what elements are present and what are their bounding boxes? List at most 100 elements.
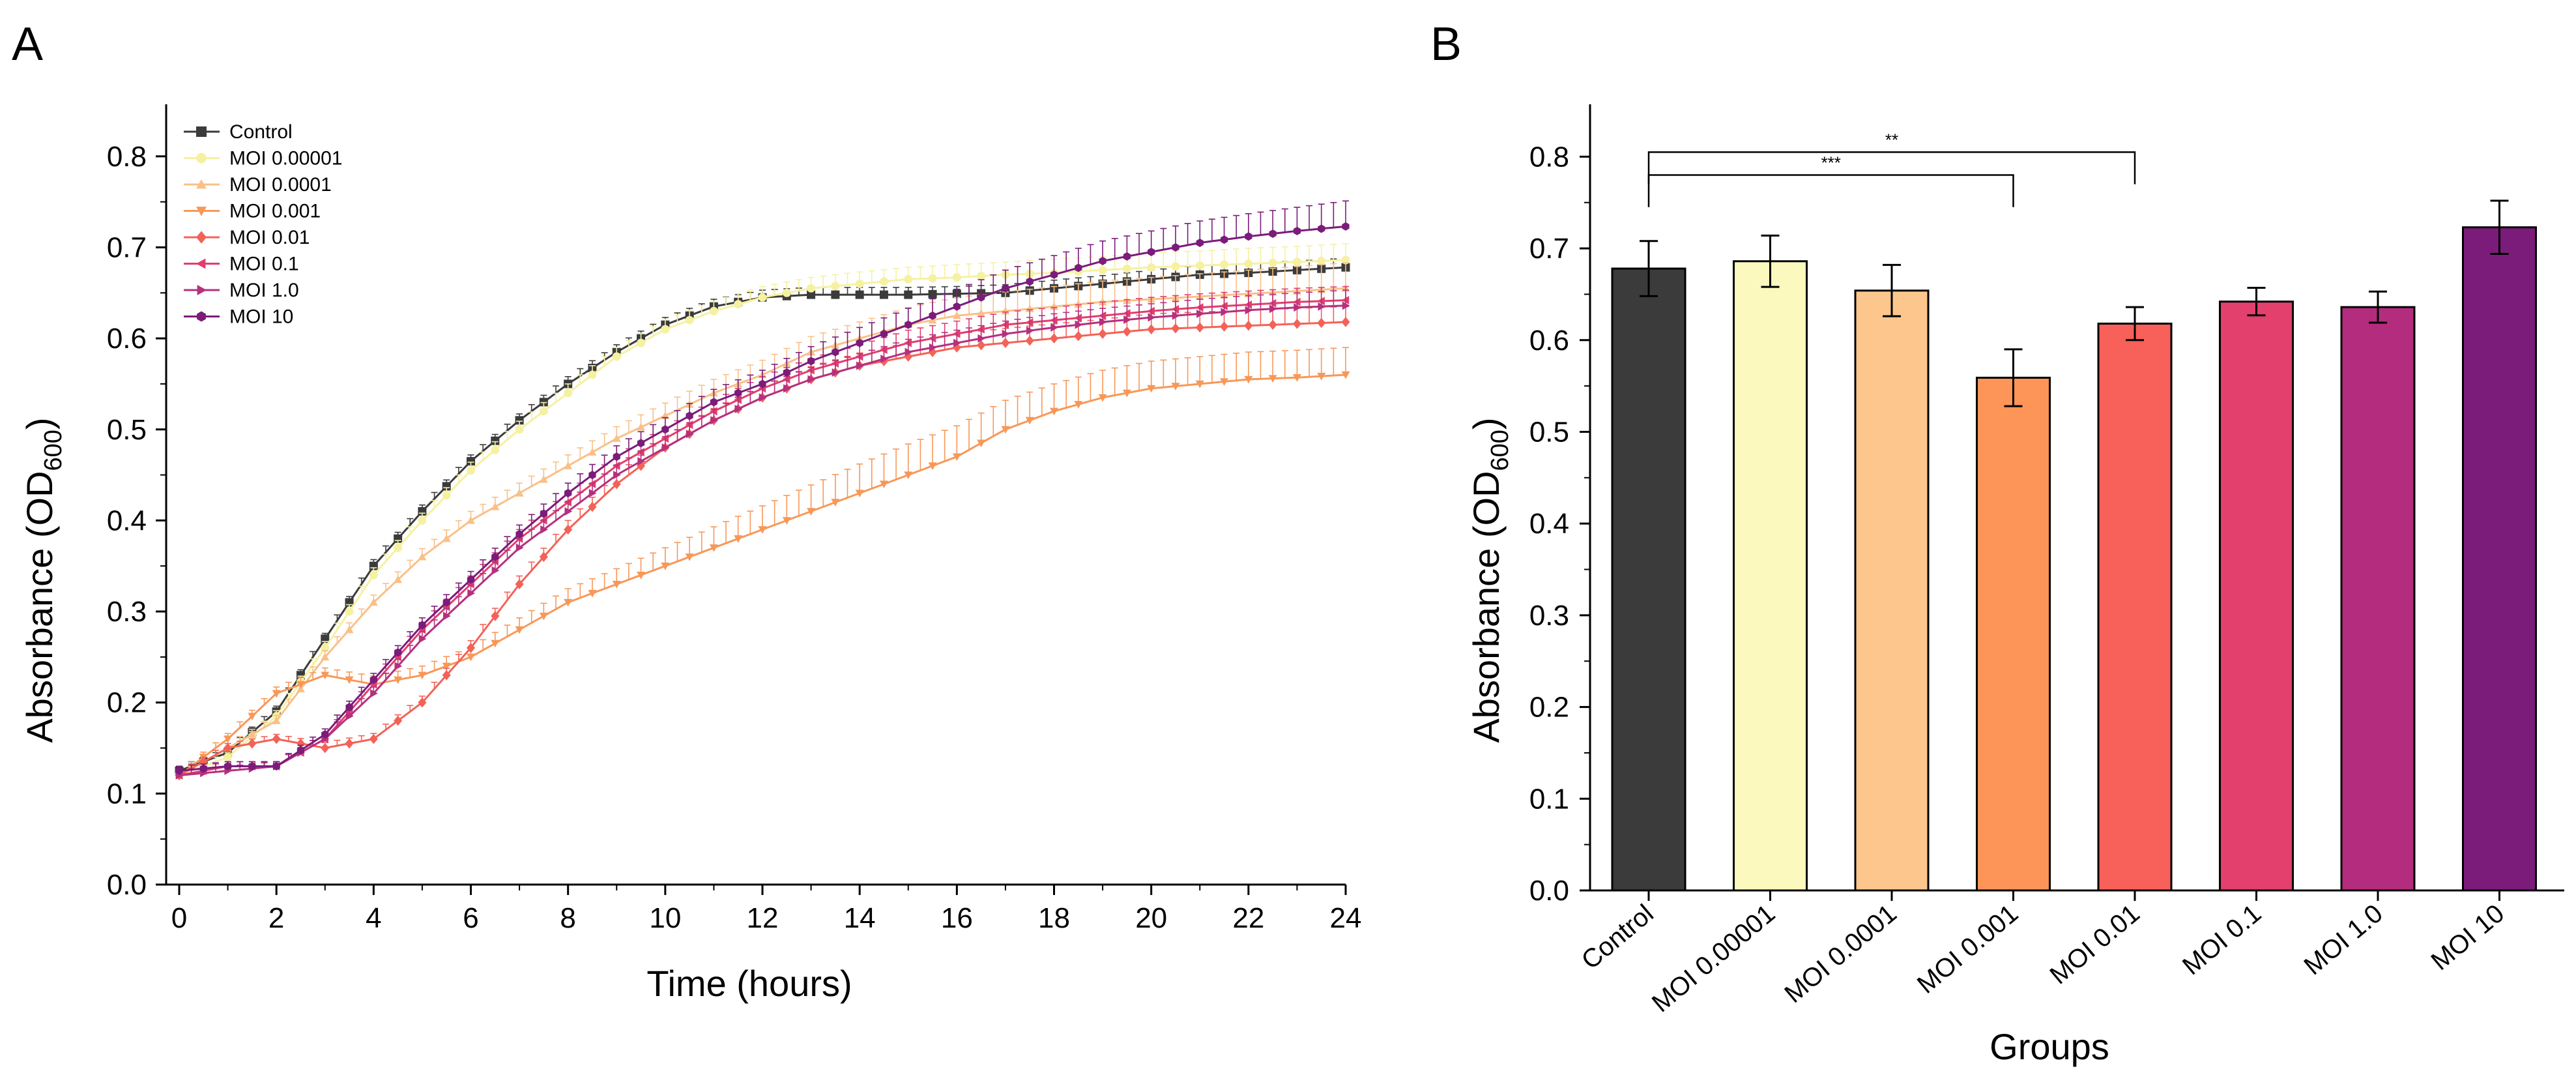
data-point xyxy=(1001,338,1010,348)
data-point xyxy=(928,462,937,471)
data-point xyxy=(879,277,888,286)
data-point xyxy=(637,422,646,431)
data-point xyxy=(1002,329,1010,338)
data-point xyxy=(321,653,330,661)
data-point xyxy=(369,598,378,606)
bar xyxy=(2097,322,2173,892)
legend-marker xyxy=(196,258,206,269)
data-point xyxy=(321,742,330,754)
bar-group-moi-10 xyxy=(2462,199,2537,892)
data-point xyxy=(394,662,403,671)
panel-b-label: B xyxy=(1430,18,1462,70)
data-point xyxy=(515,425,524,434)
data-point xyxy=(1317,317,1326,329)
data-point xyxy=(515,543,524,552)
data-point xyxy=(321,634,330,643)
series-line xyxy=(179,374,1346,776)
data-point xyxy=(321,643,330,653)
data-point xyxy=(1122,326,1131,337)
data-point xyxy=(1195,380,1204,389)
data-point xyxy=(1123,252,1131,261)
panel-a-x-tick-label: 8 xyxy=(560,902,575,934)
legend-item-moi-10: MOI 10 xyxy=(184,306,293,328)
data-point xyxy=(418,634,427,643)
data-point xyxy=(637,457,646,466)
data-point xyxy=(879,290,888,299)
panel-a-label: A xyxy=(12,18,43,70)
data-point xyxy=(612,478,621,490)
significance-label: *** xyxy=(1821,153,1841,172)
bar xyxy=(2340,306,2416,892)
data-point xyxy=(1171,383,1180,390)
panel-b-x-tick-label: MOI 0.001 xyxy=(1912,899,2023,999)
data-point xyxy=(1195,322,1204,333)
data-point xyxy=(783,384,791,393)
panel-a-x-axis-title: Time (hours) xyxy=(646,963,852,1004)
data-point xyxy=(515,579,524,589)
data-point xyxy=(588,448,597,456)
data-point xyxy=(1025,304,1034,312)
data-point xyxy=(515,626,524,634)
panel-a-y-tick-label: 0.8 xyxy=(107,141,147,173)
data-point xyxy=(710,398,718,407)
data-point xyxy=(564,598,573,607)
data-point xyxy=(977,293,985,302)
data-point xyxy=(1050,270,1058,279)
panel-b-significance: ***** xyxy=(1647,130,2136,207)
data-point xyxy=(686,430,694,439)
panel-b-y-tick-label: 0.1 xyxy=(1529,783,1569,815)
data-point xyxy=(1342,301,1350,310)
panel-a-x-tick-label: 12 xyxy=(747,902,779,934)
data-point xyxy=(952,311,961,319)
data-point xyxy=(831,499,840,506)
data-point xyxy=(1195,261,1204,270)
data-point xyxy=(977,340,986,351)
data-point xyxy=(1025,335,1034,346)
legend-marker xyxy=(196,207,207,216)
data-point xyxy=(1123,315,1131,324)
data-point xyxy=(953,338,961,347)
data-point xyxy=(1268,319,1277,330)
data-point xyxy=(782,517,791,525)
data-point xyxy=(1172,311,1180,320)
data-point xyxy=(224,761,232,770)
data-point xyxy=(1098,265,1107,274)
data-point xyxy=(272,761,280,770)
data-point xyxy=(588,501,597,512)
data-point xyxy=(928,289,937,299)
data-point xyxy=(709,306,718,316)
data-point xyxy=(394,648,402,657)
data-point xyxy=(1245,306,1253,315)
data-point xyxy=(1341,317,1350,327)
data-point xyxy=(686,411,693,420)
panel-a-y-tick-label: 0.0 xyxy=(107,869,147,901)
data-point xyxy=(564,524,573,535)
data-point xyxy=(588,370,597,379)
data-point xyxy=(1026,326,1034,335)
panel-b-y-tick-label: 0.2 xyxy=(1529,692,1569,724)
data-point xyxy=(953,302,961,311)
data-point xyxy=(1196,238,1204,247)
data-point xyxy=(442,482,451,491)
data-point xyxy=(977,439,986,448)
panel-a-x-tick-label: 2 xyxy=(268,902,284,934)
panel-b-x-tick-label: MOI 0.01 xyxy=(2044,899,2145,990)
data-point xyxy=(734,300,743,309)
data-point xyxy=(491,552,499,561)
data-point xyxy=(394,575,403,583)
data-point xyxy=(345,738,354,749)
panel-a-y-tick-label: 0.2 xyxy=(107,687,147,719)
panel-a-legend: Control MOI 0.00001 MOI 0.0001 MOI 0.001 MOI… xyxy=(184,121,342,328)
data-point xyxy=(539,551,548,563)
panel-a-y-axis-title: Absorbance (OD600) xyxy=(19,417,67,742)
panel-a: A 0 2 4 6 8 10 12 14 16 18 20 22 240.00.10.20.30.40.… xyxy=(12,18,1361,1004)
data-point xyxy=(224,735,233,744)
data-point xyxy=(345,625,354,634)
panel-a-x-tick-label: 6 xyxy=(463,902,478,934)
data-point xyxy=(491,639,500,648)
data-point xyxy=(369,675,377,684)
data-point xyxy=(1342,222,1350,231)
data-point xyxy=(296,681,305,689)
data-point xyxy=(442,670,451,681)
data-point xyxy=(1317,372,1326,381)
